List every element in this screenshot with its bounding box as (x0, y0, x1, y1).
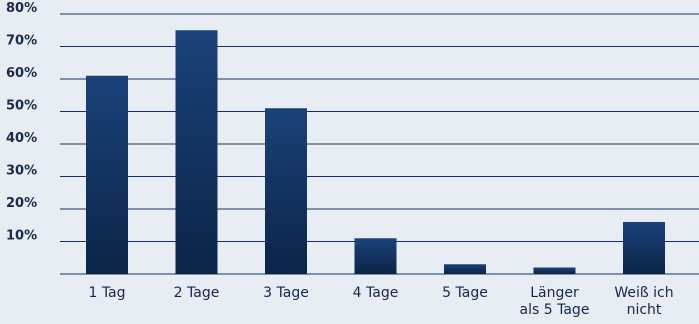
x-tick-label: 3 Tage (263, 285, 309, 301)
y-tick-label: 10% (6, 229, 37, 244)
x-tick-label: 1 Tag (88, 285, 125, 301)
bar (86, 75, 128, 274)
y-tick-label: 30% (6, 164, 37, 179)
bar (175, 30, 218, 274)
bar (354, 238, 397, 274)
bar (623, 222, 665, 274)
bar (265, 108, 307, 274)
y-tick-label: 50% (6, 99, 37, 114)
y-tick-label: 80% (6, 1, 37, 16)
x-tick-label: Länger als 5 Tage (520, 285, 590, 318)
x-axis-ticks: 1 Tag 2 Tage 3 Tage 4 Tage 5 Tage Länger als 5… (88, 285, 673, 318)
y-tick-label: 70% (6, 34, 37, 49)
y-tick-label: 40% (6, 131, 37, 146)
x-tick-label: 2 Tage (174, 285, 220, 301)
gridlines (60, 13, 699, 275)
x-tick-label: Weiß ich nicht (614, 285, 673, 318)
bar (444, 264, 486, 274)
bars (86, 30, 665, 274)
y-tick-label: 20% (6, 196, 37, 211)
bar (533, 267, 576, 274)
x-tick-label: 5 Tage (442, 285, 488, 301)
x-tick-label: 4 Tage (353, 285, 399, 301)
y-axis-ticks: 10% 20% 30% 40% 50% 60% 70% 80% (6, 1, 37, 244)
y-tick-label: 60% (6, 66, 37, 81)
